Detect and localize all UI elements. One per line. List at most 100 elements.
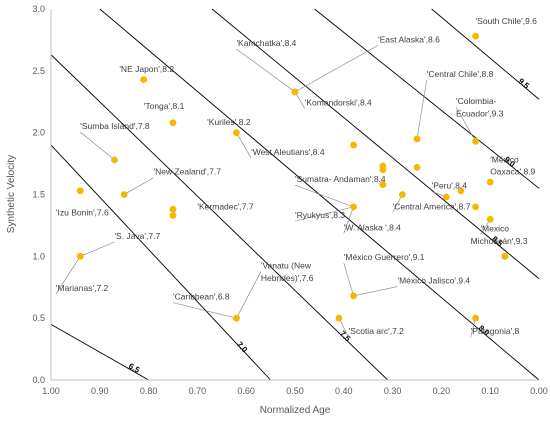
annotation-label-12: 'México (490, 154, 519, 164)
data-point-6 (169, 119, 177, 127)
annotation-label-0: 'South Chile',9.6 (476, 16, 538, 26)
isoline-0 (50, 323, 149, 381)
annotation-label-23: 'Mexico (480, 224, 509, 234)
x-tick-label: 0.60 (237, 386, 255, 396)
axes: 1.00 0.90 0.80 0.70 0.60 0.50 0.40 0.30 0.20 0.10… (32, 4, 547, 396)
annotation-label-22: 'W. Alaska ',8.4 (344, 222, 401, 232)
x-tick-label: 0.10 (481, 386, 499, 396)
data-point-29 (335, 314, 343, 322)
data-point-28 (233, 314, 240, 322)
annotation-label-2: 'Kamchatka',8.4 (236, 38, 296, 48)
x-tick-label: 0.40 (335, 386, 353, 396)
data-point-11 (486, 178, 494, 186)
y-axis-title: Synthetic Velocity (6, 155, 17, 233)
x-tick-label: 0.90 (91, 386, 109, 396)
y-tick-label: 3.0 (32, 4, 45, 14)
x-tick-label: 0.70 (189, 386, 207, 396)
annotation-label-14: 'New Zealand',7.7 (153, 167, 221, 177)
annotation-leader-27 (55, 256, 81, 295)
data-point-30 (472, 314, 479, 322)
isoline-6 (431, 8, 540, 100)
annotation-leader-8 (455, 107, 476, 142)
annotation-label-3: 'NE Japon',8.2 (119, 64, 174, 74)
data-point-3 (140, 76, 148, 83)
data-point-21 (472, 203, 479, 211)
x-tick-label: 1.00 (42, 386, 60, 396)
x-tick-label: 0.20 (433, 386, 451, 396)
annotation-label-17: 'Central America',8.7 (393, 201, 471, 211)
data-point-20 (379, 181, 387, 189)
annotation-label-27: 'Marianas',7.2 (56, 283, 109, 293)
data-point-9 (111, 156, 118, 164)
annotation-label-24: Michoacán',9.3 (471, 236, 528, 246)
annotation-label-9: Ecuador',9.3 (456, 109, 504, 119)
annotation-leader-4 (416, 79, 428, 139)
data-point-15 (398, 191, 406, 198)
data-point-16 (169, 212, 177, 219)
annotation-label-26: 'México Jalisco',9.4 (397, 276, 470, 286)
annotation-leader-31 (338, 318, 349, 338)
plot-area (51, 9, 539, 380)
isoline-1 (50, 144, 271, 381)
annotation-leader-30 (172, 302, 237, 319)
annotation-leader-10 (80, 131, 115, 161)
data-point-22 (486, 215, 494, 223)
x-tick-label: 0.00 (530, 386, 548, 396)
annotation-label-6: 'Tonga',8.1 (144, 101, 185, 111)
x-tick-label: 0.30 (384, 386, 402, 396)
data-point-23 (457, 187, 465, 195)
data-point-27 (350, 292, 357, 300)
annotation-label-10: 'Sumba Island',7.8 (80, 121, 150, 131)
annotation-label-21: 'Ryukyus',8.3 (295, 210, 345, 220)
data-point-17 (76, 187, 84, 195)
annotation-label-15: 'Sumatra- Andaman',8.4 (295, 174, 386, 184)
x-tick-label: 0.80 (140, 386, 158, 396)
data-point-0 (472, 32, 479, 40)
data-point-25 (501, 252, 509, 260)
annotation-leader-22 (343, 206, 354, 234)
annotation-label-7: 'Kuriles',8.2 (207, 117, 251, 127)
data-point-26 (76, 252, 84, 260)
x-tick-label: 0.50 (286, 386, 304, 396)
data-point-1 (413, 163, 421, 171)
annotation-label-25: 'México Guerrero',9.1 (344, 252, 425, 262)
annotation-label-1: 'East Alaska',8.6 (378, 34, 440, 44)
data-point-4 (413, 135, 421, 143)
annotation-leader-15 (294, 184, 354, 208)
y-tick-label: 2.5 (32, 66, 45, 76)
annotation-leader-11 (236, 132, 252, 159)
y-tick-label: 1.0 (32, 251, 45, 261)
annotation-leader-1 (294, 45, 379, 93)
annotation-leader-2 (236, 48, 296, 93)
y-tick-label: 1.5 (32, 190, 45, 200)
y-tick-label: 0.5 (32, 313, 45, 323)
data-point-5 (350, 141, 357, 149)
data-point-7 (233, 129, 240, 137)
data-points (76, 32, 509, 322)
data-point-14 (442, 193, 450, 201)
y-tick-label: 0.0 (32, 375, 45, 385)
x-axis-title: Normalized Age (260, 405, 331, 416)
annotation-label-13: Oaxaca',8.9 (490, 167, 535, 177)
annotation-label-8: 'Colombia- (456, 96, 497, 106)
annotation-label-28: 'Vanatu (New (261, 261, 312, 271)
annotation-leader-25 (343, 262, 354, 296)
data-point-19 (350, 203, 357, 211)
annotation-label-29: Hebrides)',7.6 (261, 273, 314, 283)
annotation-leader-21 (294, 206, 354, 222)
isoline-2 (50, 54, 389, 381)
isoline-5 (314, 8, 540, 189)
annotation-leader-20 (80, 241, 115, 257)
annotation-label-5: 'Komandorski',8.4 (305, 97, 372, 107)
annotation-label-19: 'Izu Bonin',7.6 (56, 208, 109, 218)
annotation-leader-26 (353, 286, 398, 297)
annotation-label-11: 'West Aleutians',8.4 (251, 147, 325, 157)
annotation-label-32: 'Patagonia',8 (471, 326, 520, 336)
data-point-13 (379, 166, 387, 174)
data-point-2 (291, 88, 299, 96)
data-point-12 (169, 205, 177, 213)
annotation-label-4: 'Central Chile',8.8 (427, 69, 494, 79)
annotation-leader-28 (236, 271, 262, 319)
isoline-4 (211, 8, 540, 279)
